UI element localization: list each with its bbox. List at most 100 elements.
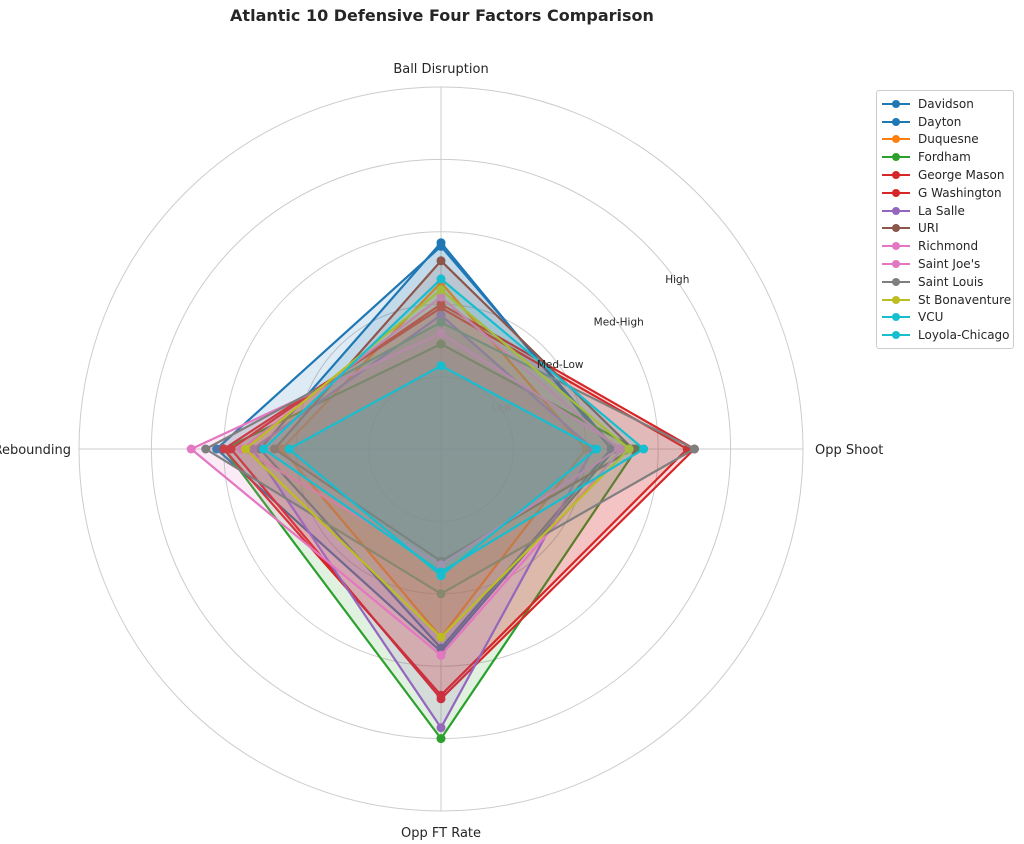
- data-point: [436, 339, 446, 349]
- chart-title: Atlantic 10 Defensive Four Factors Compa…: [230, 6, 654, 25]
- legend-swatch: [882, 206, 910, 216]
- series-fill: [289, 365, 597, 576]
- legend-label: G Washington: [918, 185, 1002, 200]
- legend-item: Richmond: [877, 237, 1013, 255]
- radar-chart: Low Med-Low Med-High High Ball Disruption Opp…: [0, 62, 884, 841]
- legend-item: Duquesne: [877, 131, 1013, 149]
- series-fill: [245, 289, 630, 638]
- legend-label: La Salle: [918, 203, 965, 218]
- legend-label: Loyola-Chicago: [918, 328, 1010, 343]
- legend-item: Fordham: [877, 148, 1013, 166]
- data-point: [436, 361, 446, 371]
- series-fill: [231, 304, 695, 699]
- legend: Davidson Dayton Duquesne Fordham George Maso…: [876, 90, 1014, 350]
- legend-item: St Bonaventure: [877, 291, 1013, 309]
- legend-item: G Washington: [877, 184, 1013, 202]
- legend-swatch: [882, 99, 910, 109]
- legend-swatch: [882, 152, 910, 162]
- legend-label: URI: [918, 221, 939, 236]
- legend-item: Saint Louis: [877, 273, 1013, 291]
- data-point: [284, 444, 294, 454]
- legend-label: Davidson: [918, 96, 974, 111]
- series-st-bonaventure: [241, 285, 634, 642]
- legend-label: Fordham: [918, 150, 971, 165]
- data-point: [436, 650, 446, 660]
- data-point: [219, 444, 229, 454]
- legend-swatch: [882, 277, 910, 287]
- axis-label: Opp FT Rate: [401, 826, 481, 841]
- ring-label: Med-High: [594, 316, 644, 328]
- series-layer: [186, 238, 699, 744]
- legend-swatch: [882, 117, 910, 127]
- legend-label: VCU: [918, 310, 944, 325]
- legend-item: VCU: [877, 309, 1013, 327]
- series-fill: [274, 260, 633, 562]
- legend-label: St Bonaventure: [918, 292, 1012, 307]
- data-point: [226, 444, 236, 454]
- series-fill: [223, 307, 688, 696]
- data-point: [689, 444, 699, 454]
- data-point: [436, 560, 446, 570]
- data-point: [639, 444, 649, 454]
- series-loyola-chicago: [284, 361, 602, 581]
- data-point: [436, 694, 446, 704]
- axis-label: Def Rebounding: [0, 443, 71, 458]
- ring-label: High: [665, 274, 689, 286]
- ring-label: Med-Low: [537, 359, 584, 371]
- legend-swatch: [882, 312, 910, 322]
- legend-swatch: [882, 188, 910, 198]
- ring-label: Low: [491, 401, 512, 413]
- legend-label: Saint Louis: [918, 274, 984, 289]
- legend-item: George Mason: [877, 166, 1013, 184]
- legend-swatch: [882, 223, 910, 233]
- data-point: [436, 317, 446, 327]
- legend-item: Loyola-Chicago: [877, 326, 1013, 344]
- data-point: [436, 241, 446, 251]
- data-point: [581, 444, 591, 454]
- data-point: [613, 444, 623, 454]
- axis-label: Ball Disruption: [393, 62, 488, 77]
- data-point: [436, 632, 446, 642]
- data-point: [436, 734, 446, 744]
- series-fill: [252, 315, 594, 728]
- data-point: [241, 444, 250, 454]
- data-point: [436, 299, 446, 309]
- data-point: [436, 328, 446, 338]
- legend-swatch: [882, 295, 910, 305]
- data-point: [624, 444, 634, 454]
- data-point: [592, 444, 602, 454]
- data-point: [436, 256, 446, 266]
- data-point: [436, 723, 446, 733]
- legend-label: Duquesne: [918, 132, 979, 147]
- legend-swatch: [882, 134, 910, 144]
- data-point: [248, 444, 258, 454]
- legend-item: URI: [877, 220, 1013, 238]
- legend-swatch: [882, 241, 910, 251]
- data-point: [270, 444, 279, 454]
- legend-label: George Mason: [918, 168, 1005, 183]
- legend-item: La Salle: [877, 202, 1013, 220]
- legend-label: Saint Joe's: [918, 257, 981, 272]
- data-point: [259, 444, 269, 454]
- data-point: [212, 444, 222, 454]
- legend-item: Davidson: [877, 95, 1013, 113]
- legend-swatch: [882, 330, 910, 340]
- data-point: [436, 292, 446, 302]
- data-point: [201, 444, 211, 454]
- data-point: [436, 571, 446, 581]
- data-point: [436, 310, 446, 320]
- series-fill: [241, 297, 619, 565]
- legend-label: Dayton: [918, 114, 962, 129]
- legend-item: Saint Joe's: [877, 255, 1013, 273]
- data-point: [436, 274, 446, 284]
- legend-label: Richmond: [918, 239, 979, 254]
- legend-swatch: [882, 170, 910, 180]
- series-fill: [223, 344, 637, 739]
- data-point: [436, 589, 446, 599]
- data-point: [436, 285, 446, 295]
- label-layer: Low Med-Low Med-High High Ball Disruption Opp…: [0, 62, 884, 841]
- series-fill: [263, 278, 644, 573]
- legend-swatch: [882, 259, 910, 269]
- legend-item: Dayton: [877, 113, 1013, 131]
- data-point: [186, 444, 196, 454]
